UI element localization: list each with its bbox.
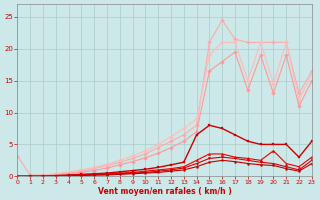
X-axis label: Vent moyen/en rafales ( km/h ): Vent moyen/en rafales ( km/h ) (98, 187, 231, 196)
